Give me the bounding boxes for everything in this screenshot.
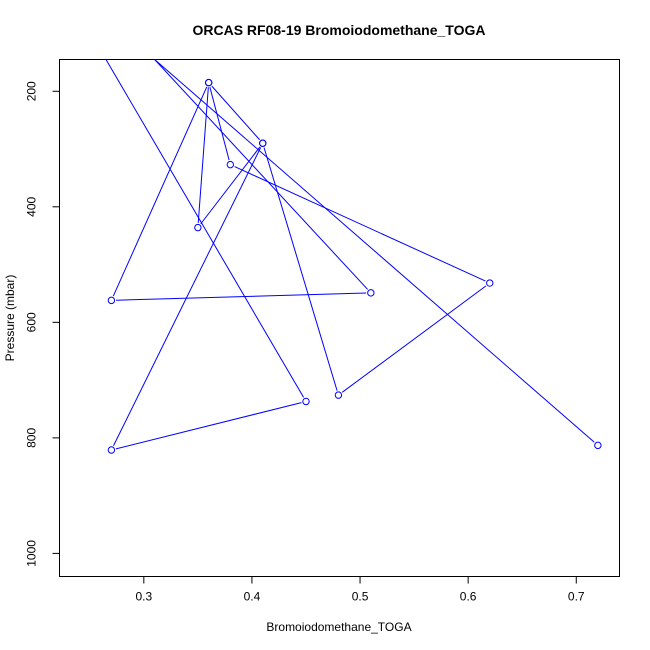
chart-title: ORCAS RF08-19 Bromoiodomethane_TOGA: [192, 22, 485, 38]
y-tick-label: 400: [25, 196, 39, 216]
data-point: [367, 289, 375, 297]
x-tick-label: 0.7: [568, 590, 585, 604]
plot-frame: [59, 59, 620, 577]
data-point: [302, 397, 310, 406]
series-segment: [154, 59, 369, 290]
y-tick-label: 800: [25, 428, 39, 448]
data-point: [486, 279, 494, 287]
data-point: [259, 139, 267, 147]
series-segment: [113, 147, 262, 447]
series-segment: [200, 146, 261, 225]
x-axis-label: Bromoiodomethane_TOGA: [266, 620, 411, 634]
series-segment: [197, 87, 209, 223]
series-segment: [115, 402, 302, 450]
x-tick-label: 0.3: [135, 590, 152, 604]
series-segment: [116, 292, 367, 301]
series-segment: [154, 59, 595, 443]
x-axis: 0.3 0.4 0.5 0.6 0.7: [135, 576, 585, 604]
series-segment: [211, 85, 260, 141]
data-point: [107, 296, 116, 305]
series-segment: [234, 166, 486, 282]
y-tick-label: 1000: [25, 540, 39, 567]
series-segment: [112, 86, 208, 297]
x-tick-label: 0.4: [244, 590, 261, 604]
data-point: [204, 78, 213, 87]
y-tick-label: 600: [25, 312, 39, 332]
data-point: [107, 446, 116, 454]
data-point: [226, 160, 235, 169]
y-axis: 200 400 600 800 1000: [25, 81, 60, 567]
series-layer: [105, 59, 602, 454]
data-point: [194, 223, 202, 232]
x-tick-label: 0.5: [352, 590, 369, 604]
data-point: [594, 441, 602, 450]
data-point: [334, 391, 343, 399]
y-tick-label: 200: [25, 81, 39, 101]
series-segment: [209, 87, 230, 161]
y-axis-label: Pressure (mbar): [3, 275, 17, 362]
series-segment: [263, 147, 338, 391]
x-tick-label: 0.6: [460, 590, 477, 604]
series-segment: [105, 59, 305, 398]
series-segment: [341, 285, 487, 393]
